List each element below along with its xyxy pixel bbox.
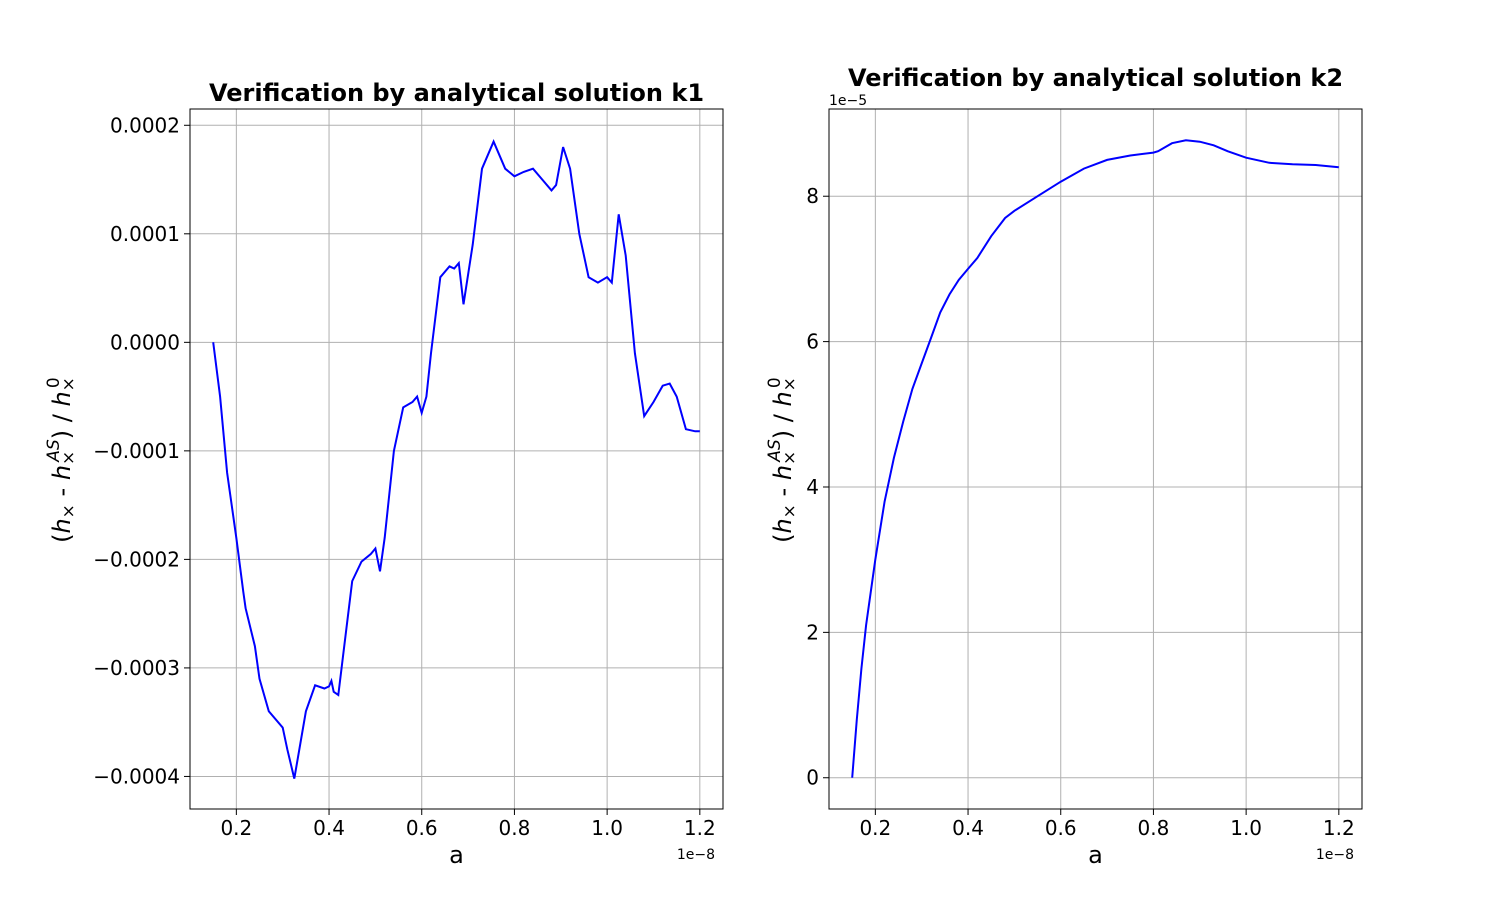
y-axis-label: (h× - h×AS) / h×0 <box>765 377 800 543</box>
x-axis-label: a <box>449 841 464 869</box>
y-tick-label: −0.0004 <box>93 764 180 788</box>
x-tick-label: 1.0 <box>1230 816 1262 840</box>
x-tick-label: 0.4 <box>313 816 345 840</box>
plot-frame <box>828 108 1363 810</box>
chart-title: Verification by analytical solution k1 <box>209 79 704 107</box>
y-tick-label: −0.0002 <box>93 547 180 571</box>
y-tick-label: 0.0002 <box>110 113 180 137</box>
x-tick-label: 0.2 <box>859 816 891 840</box>
y-offset-label: 1e−5 <box>829 93 867 109</box>
plot-frame <box>189 108 724 810</box>
x-offset-label: 1e−8 <box>1316 847 1354 863</box>
y-tick-label: −0.0001 <box>93 439 180 463</box>
x-tick-label: 0.6 <box>1045 816 1077 840</box>
y-tick-label: −0.0003 <box>93 656 180 680</box>
x-tick-label: 1.0 <box>591 816 623 840</box>
x-tick-label: 0.2 <box>220 816 252 840</box>
x-tick-label: 0.8 <box>499 816 531 840</box>
x-tick-label: 1.2 <box>1323 816 1355 840</box>
x-offset-label: 1e−8 <box>677 847 715 863</box>
y-tick-label: 2 <box>806 620 819 644</box>
y-tick-label: 0 <box>806 766 819 790</box>
series-line <box>851 139 1339 778</box>
y-tick-label: 0.0000 <box>110 330 180 354</box>
y-tick-label: 4 <box>806 475 819 499</box>
series-line <box>212 139 700 779</box>
y-tick-label: 8 <box>806 184 819 208</box>
y-tick-label: 6 <box>806 330 819 354</box>
y-tick-label: 0.0001 <box>110 222 180 246</box>
x-tick-label: 1.2 <box>684 816 716 840</box>
x-tick-label: 0.6 <box>406 816 438 840</box>
x-axis-label: a <box>1088 841 1103 869</box>
x-tick-label: 0.4 <box>952 816 984 840</box>
chart-2: 0.2 0.4 0.6 0.8 1.0 1.2 0 2 4 6 8 Verification by a… <box>765 64 1363 869</box>
y-axis-label: (h× - h×AS) / h×0 <box>44 377 79 543</box>
chart-title: Verification by analytical solution k2 <box>848 64 1343 92</box>
x-tick-label: 0.8 <box>1138 816 1170 840</box>
chart-1: 0.2 0.4 0.6 0.8 1.0 1.2 −0.0004 −0.0003 −0.0002 −… <box>44 79 724 869</box>
